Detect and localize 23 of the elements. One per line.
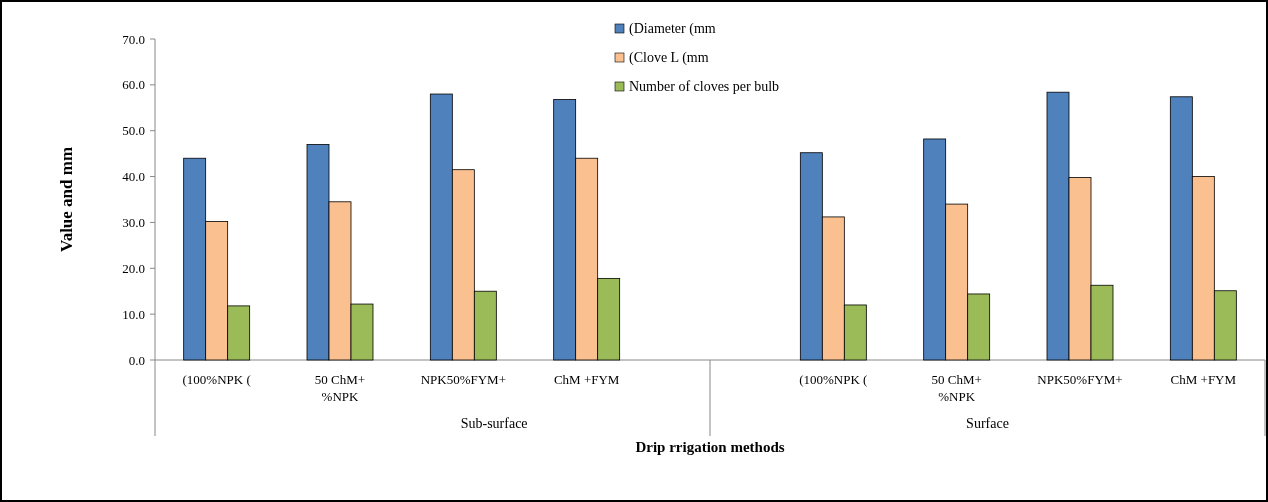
x-tick-label: 50 ChM+ %NPK — [931, 372, 982, 404]
text: Surface — [966, 416, 1009, 431]
y-tick-label: 10.0 — [122, 306, 145, 322]
y-tick-label: 60.0 — [122, 77, 145, 93]
y-tick-label: 0.0 — [128, 352, 145, 368]
y-tick-label: 20.0 — [122, 260, 145, 276]
legend-label: (Clove L (mm — [629, 50, 709, 66]
x-tick-label: ChM +FYM — [553, 372, 620, 387]
x-tick-label: NPK50%FYM+ — [1037, 372, 1123, 387]
y-tick-label: 50.0 — [122, 123, 145, 139]
x-tick-label: (100%NPK ( — [182, 372, 251, 387]
y-tick-label: 30.0 — [122, 214, 145, 230]
legend-label: Number of cloves per bulb — [629, 79, 780, 94]
text: Sub-surface — [460, 416, 528, 431]
x-tick-label: ChM +FYM — [1170, 372, 1237, 387]
x-axis-title: Drip rrigation methods — [635, 439, 785, 455]
y-tick-label: 40.0 — [122, 169, 145, 185]
legend-label: (Diameter (mm — [629, 21, 716, 37]
y-tick-label: 70.0 — [122, 31, 145, 47]
y-axis-title: Value and mm — [57, 146, 76, 253]
x-tick-label: NPK50%FYM+ — [420, 372, 507, 387]
x-tick-label: (100%NPK ( — [799, 372, 868, 387]
x-tick-label: 50 ChM+ %NPK — [314, 372, 366, 404]
